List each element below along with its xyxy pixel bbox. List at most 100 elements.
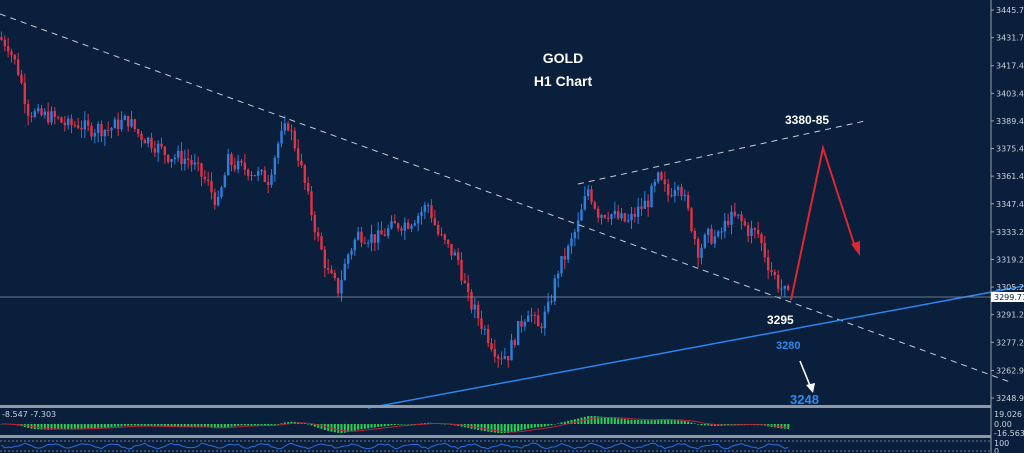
- candle-body: [773, 271, 777, 276]
- price-tick-label: 3248.95: [996, 394, 1024, 403]
- macd-bar: [230, 424, 233, 427]
- macd-bar: [47, 424, 50, 430]
- macd-bar: [550, 424, 553, 426]
- current-price-label: 3299.71: [994, 293, 1024, 302]
- candle-body: [213, 192, 217, 206]
- candle-body: [436, 224, 440, 235]
- candle-body: [90, 125, 93, 137]
- candle-body: [726, 220, 730, 225]
- label-support-3248: 3248: [790, 392, 819, 407]
- candle-body: [170, 159, 173, 162]
- candle-body: [16, 59, 20, 75]
- pane-separator: [0, 405, 991, 408]
- macd-bar: [633, 420, 636, 424]
- candle-body: [63, 122, 67, 126]
- macd-bar: [627, 419, 630, 424]
- macd-bar: [40, 424, 43, 430]
- macd-bar: [690, 422, 693, 424]
- candle-body: [723, 220, 727, 232]
- candle-body: [783, 285, 787, 289]
- candle-body: [30, 115, 33, 117]
- candle-body: [376, 230, 380, 243]
- candle-body: [33, 111, 37, 117]
- candle-body: [236, 160, 240, 170]
- macd-bar: [510, 424, 513, 433]
- candle-body: [130, 119, 133, 127]
- candle-body: [223, 175, 227, 188]
- candle-body: [416, 215, 420, 224]
- candle-body: [366, 242, 370, 244]
- macd-bar: [57, 424, 60, 430]
- candle-body: [370, 234, 373, 243]
- candle-body: [336, 278, 340, 294]
- candle-body: [463, 280, 467, 283]
- candle-body: [573, 231, 577, 239]
- macd-bar: [310, 424, 313, 426]
- macd-bar: [90, 424, 93, 429]
- candle-body: [226, 154, 230, 176]
- ascending-support-line: [367, 285, 1024, 409]
- macd-bar: [387, 424, 390, 426]
- candle-body: [633, 213, 637, 217]
- macd-bar: [613, 418, 616, 424]
- candle-body: [566, 245, 570, 260]
- candle-body: [340, 280, 343, 294]
- candle-body: [263, 170, 267, 183]
- macd-bar: [350, 424, 353, 432]
- macd-signal-line: [1, 416, 789, 433]
- macd-bar: [120, 424, 123, 427]
- price-tick-label: 3389.45: [996, 117, 1024, 126]
- macd-bar: [167, 424, 170, 427]
- candle-body: [710, 228, 713, 244]
- macd-bar: [573, 419, 576, 424]
- candle-body: [516, 321, 520, 346]
- macd-bar: [337, 424, 340, 433]
- macd-bar: [250, 424, 253, 426]
- candle-body: [720, 231, 723, 233]
- candle-body: [173, 157, 177, 160]
- macd-bar: [617, 418, 620, 424]
- macd-bar: [383, 424, 386, 427]
- macd-bar: [80, 424, 83, 429]
- candle-body: [526, 315, 530, 322]
- macd-bar: [60, 424, 63, 430]
- macd-bar: [657, 419, 660, 424]
- candle-body: [360, 231, 363, 243]
- macd-bar: [397, 424, 400, 425]
- candle-body: [776, 275, 780, 289]
- candle-body: [316, 232, 320, 237]
- candle-body: [560, 256, 563, 274]
- candle-body: [460, 259, 463, 281]
- macd-bar: [517, 424, 520, 431]
- candle-body: [303, 165, 307, 183]
- macd-bar: [317, 424, 320, 428]
- macd-bar: [587, 416, 590, 424]
- candle-body: [333, 273, 337, 279]
- candle-body: [766, 257, 770, 271]
- pane-separator: [0, 435, 991, 438]
- macd-bar: [710, 424, 713, 426]
- macd-bar: [530, 424, 533, 429]
- price-tick-label: 3262.95: [996, 366, 1024, 375]
- candle-body: [163, 146, 167, 155]
- macd-bar: [623, 419, 626, 424]
- candle-body: [83, 120, 87, 130]
- macd-bar: [377, 424, 380, 427]
- candle-body: [543, 311, 547, 329]
- candle-body: [716, 231, 720, 237]
- arrowhead-red-icon: [851, 241, 860, 256]
- candle-body: [356, 231, 360, 240]
- candle-body: [650, 185, 653, 208]
- candle-body: [290, 130, 293, 132]
- macd-bar: [43, 424, 46, 430]
- macd-bar: [563, 421, 566, 424]
- candle-body: [770, 270, 773, 272]
- macd-bar: [217, 424, 220, 429]
- candle-body: [476, 304, 480, 319]
- candle-body: [500, 358, 503, 360]
- candle-body: [760, 234, 763, 244]
- candle-body: [643, 200, 647, 209]
- macd-bar: [663, 419, 666, 424]
- candle-body: [626, 220, 630, 222]
